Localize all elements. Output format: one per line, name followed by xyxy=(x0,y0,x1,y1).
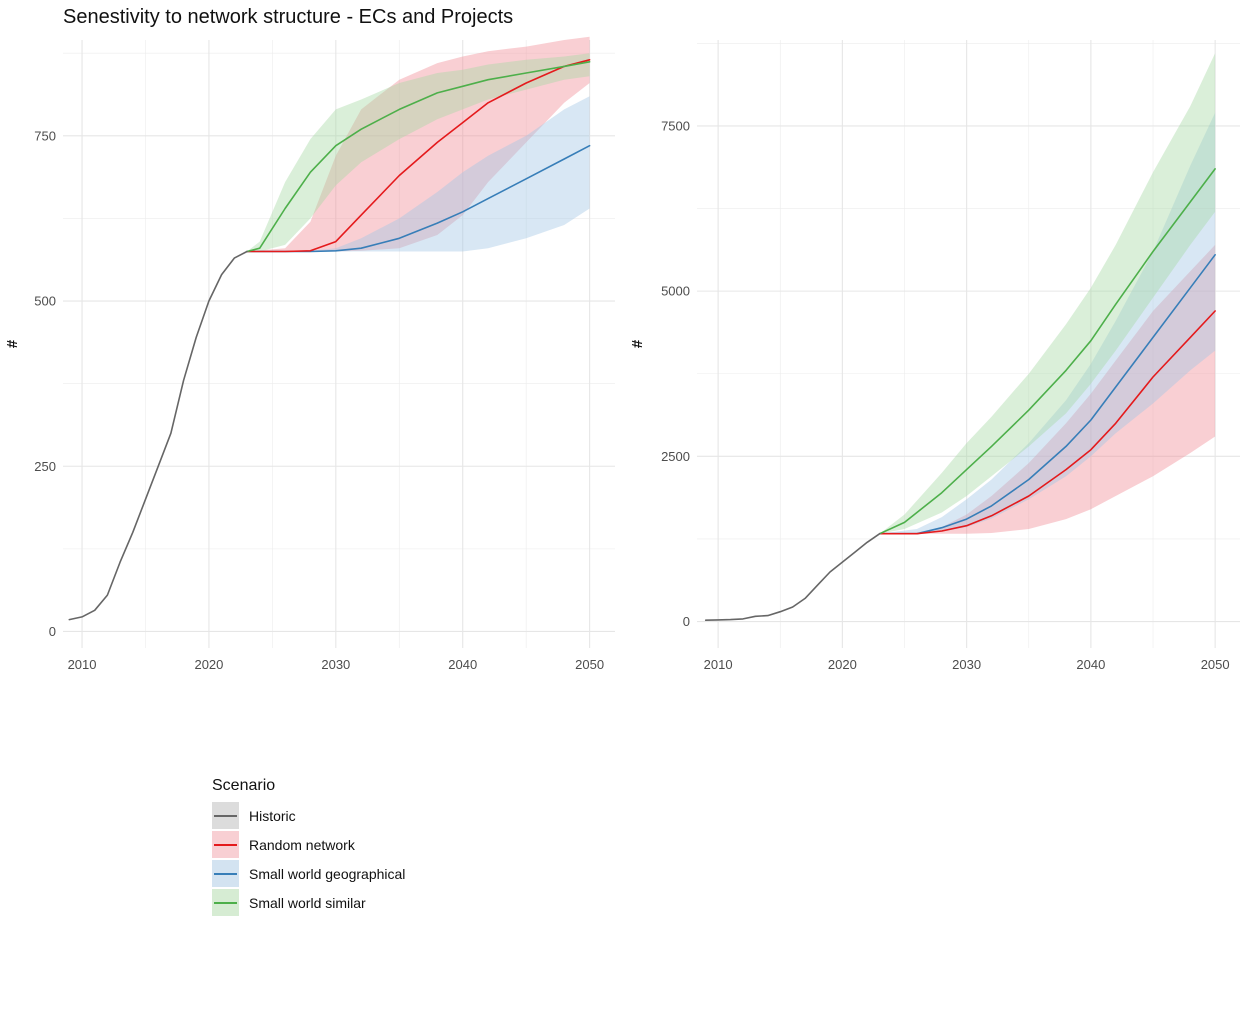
series-line-historic xyxy=(704,532,881,622)
x-tick-label: 2050 xyxy=(1201,657,1230,672)
series-line-historic xyxy=(68,250,248,621)
ribbon-small-world-geographical xyxy=(247,96,590,252)
legend-item-historic: Historic xyxy=(212,801,405,830)
legend-label: Random network xyxy=(249,836,355,853)
x-tick-label: 2030 xyxy=(952,657,981,672)
chart-title: Senestivity to network structure - ECs a… xyxy=(63,6,514,28)
x-tick-label: 2040 xyxy=(448,657,477,672)
legend-title: Scenario xyxy=(212,777,276,794)
series-line-small-world-similar xyxy=(878,168,1216,535)
y-tick-label: 0 xyxy=(49,624,56,639)
x-tick-label: 2010 xyxy=(704,657,733,672)
legend-label: Historic xyxy=(249,807,296,824)
legend-item-random-network: Random network xyxy=(212,830,405,859)
y-axis-label: # xyxy=(629,339,646,348)
x-tick-label: 2010 xyxy=(68,657,97,672)
x-tick-label: 2020 xyxy=(828,657,857,672)
ribbon-small-world-similar xyxy=(879,53,1216,534)
legend-key-small-world-similar xyxy=(212,889,239,916)
y-tick-label: 2500 xyxy=(661,449,690,464)
x-tick-label: 2030 xyxy=(321,657,350,672)
legend-item-small-world-similar: Small world similar xyxy=(212,888,405,917)
y-tick-label: 7500 xyxy=(661,118,690,133)
legend-key-random-network xyxy=(212,831,239,858)
y-tick-label: 5000 xyxy=(661,284,690,299)
x-tick-label: 2050 xyxy=(575,657,604,672)
legend-item-small-world-geographical: Small world geographical xyxy=(212,859,405,888)
series-line-small-world-similar xyxy=(246,60,591,253)
series-line-random-network xyxy=(246,58,591,253)
ribbon-small-world-geographical xyxy=(879,112,1216,534)
series-line-small-world-geographical xyxy=(878,254,1216,535)
series-line-random-network xyxy=(878,310,1216,535)
x-tick-label: 2040 xyxy=(1076,657,1105,672)
y-axis-label: # xyxy=(4,339,21,348)
ribbon-random-network xyxy=(879,244,1216,534)
ribbon-random-network xyxy=(247,36,590,252)
y-tick-label: 250 xyxy=(34,459,56,474)
legend: Scenario Historic Random network Small w… xyxy=(212,777,405,917)
legend-label: Small world geographical xyxy=(249,865,406,882)
legend-key-historic xyxy=(212,802,239,829)
y-tick-label: 0 xyxy=(683,614,690,629)
y-tick-label: 500 xyxy=(34,294,56,309)
legend-label: Small world similar xyxy=(249,894,366,911)
legend-key-small-world-geographical xyxy=(212,860,239,887)
ribbon-small-world-similar xyxy=(247,53,590,252)
x-tick-label: 2020 xyxy=(194,657,223,672)
y-tick-label: 750 xyxy=(34,128,56,143)
